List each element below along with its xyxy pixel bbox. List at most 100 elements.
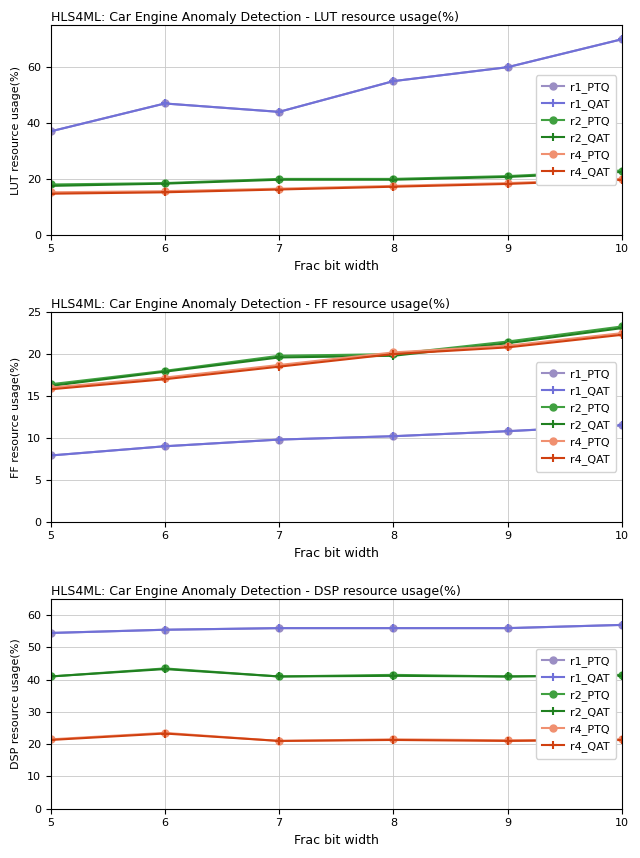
r1_PTQ [161, 99, 168, 109]
r1_QAT [618, 34, 626, 45]
r1_QAT [618, 420, 626, 431]
r4_QAT [504, 342, 511, 353]
r1_QAT [504, 426, 511, 437]
r4_QAT [47, 189, 54, 199]
r1_PTQ [390, 623, 397, 633]
r1_QAT [390, 623, 397, 633]
Y-axis label: LUT resource usage(%): LUT resource usage(%) [11, 65, 21, 195]
Legend: r1_PTQ, r1_QAT, r2_PTQ, r2_QAT, r4_PTQ, r4_QAT: r1_PTQ, r1_QAT, r2_PTQ, r2_QAT, r4_PTQ, … [536, 362, 616, 472]
r1_PTQ [618, 34, 626, 45]
Line: r2_PTQ: r2_PTQ [47, 665, 625, 680]
Legend: r1_PTQ, r1_QAT, r2_PTQ, r2_QAT, r4_PTQ, r4_QAT: r1_PTQ, r1_QAT, r2_PTQ, r2_QAT, r4_PTQ, … [536, 650, 616, 758]
r2_PTQ [618, 670, 626, 680]
r1_QAT [161, 625, 168, 635]
r4_PTQ [618, 328, 626, 338]
r2_PTQ [275, 351, 283, 361]
r4_PTQ [390, 181, 397, 191]
r1_QAT [47, 628, 54, 638]
r2_QAT [47, 671, 54, 681]
r1_PTQ [504, 426, 511, 437]
r1_QAT [504, 62, 511, 72]
r2_QAT [161, 664, 168, 674]
X-axis label: Frac bit width: Frac bit width [294, 260, 379, 273]
Line: r1_PTQ: r1_PTQ [47, 36, 625, 135]
r4_PTQ [390, 734, 397, 745]
Line: r2_PTQ: r2_PTQ [47, 323, 625, 388]
r4_PTQ [47, 187, 54, 197]
r4_PTQ [275, 360, 283, 370]
r2_QAT [161, 366, 168, 377]
r2_QAT [618, 670, 626, 680]
r2_QAT [47, 181, 54, 191]
Line: r1_QAT: r1_QAT [46, 35, 626, 136]
r4_QAT [47, 384, 54, 395]
Line: r2_QAT: r2_QAT [46, 324, 626, 390]
r2_QAT [390, 174, 397, 184]
r4_PTQ [275, 184, 283, 194]
r4_QAT [504, 736, 511, 746]
Line: r4_QAT: r4_QAT [46, 176, 626, 198]
r1_QAT [618, 619, 626, 630]
r2_PTQ [47, 379, 54, 390]
r1_QAT [275, 434, 283, 444]
r2_PTQ [390, 670, 397, 680]
r2_QAT [504, 172, 511, 182]
r4_QAT [618, 174, 626, 184]
r2_PTQ [504, 671, 511, 681]
Line: r1_PTQ: r1_PTQ [47, 621, 625, 637]
r1_PTQ [390, 76, 397, 87]
r4_QAT [161, 728, 168, 739]
r1_PTQ [390, 431, 397, 441]
r4_QAT [275, 361, 283, 372]
X-axis label: Frac bit width: Frac bit width [294, 547, 379, 560]
r1_QAT [390, 76, 397, 87]
r2_PTQ [390, 174, 397, 184]
Line: r4_QAT: r4_QAT [46, 729, 626, 745]
r2_PTQ [47, 179, 54, 190]
r2_QAT [47, 381, 54, 391]
r2_PTQ [275, 174, 283, 184]
Text: HLS4ML: Car Engine Anomaly Detection - FF resource usage(%): HLS4ML: Car Engine Anomaly Detection - F… [51, 298, 449, 311]
r2_PTQ [618, 166, 626, 176]
r2_QAT [275, 671, 283, 681]
r1_QAT [504, 623, 511, 633]
r4_QAT [390, 349, 397, 360]
r1_PTQ [504, 62, 511, 72]
r4_QAT [161, 187, 168, 197]
Line: r4_QAT: r4_QAT [46, 330, 626, 394]
r4_QAT [618, 329, 626, 340]
r2_QAT [275, 174, 283, 184]
r4_PTQ [618, 174, 626, 184]
Line: r2_QAT: r2_QAT [46, 665, 626, 680]
r2_QAT [618, 166, 626, 177]
r1_QAT [390, 431, 397, 441]
r1_QAT [47, 450, 54, 461]
r1_PTQ [275, 434, 283, 444]
r4_QAT [618, 734, 626, 745]
r4_PTQ [504, 178, 511, 188]
Line: r1_QAT: r1_QAT [46, 620, 626, 637]
Text: HLS4ML: Car Engine Anomaly Detection - LUT resource usage(%): HLS4ML: Car Engine Anomaly Detection - L… [51, 11, 458, 24]
r1_PTQ [618, 420, 626, 431]
Line: r1_PTQ: r1_PTQ [47, 422, 625, 459]
r1_QAT [161, 441, 168, 451]
r2_QAT [504, 671, 511, 681]
r2_PTQ [161, 178, 168, 188]
r4_PTQ [618, 734, 626, 745]
r2_PTQ [504, 336, 511, 347]
r1_PTQ [47, 628, 54, 638]
Line: r2_QAT: r2_QAT [46, 168, 626, 190]
Line: r4_PTQ: r4_PTQ [47, 175, 625, 196]
r4_QAT [504, 178, 511, 189]
r4_PTQ [161, 186, 168, 196]
r2_QAT [504, 338, 511, 348]
Line: r1_QAT: r1_QAT [46, 421, 626, 460]
r1_PTQ [161, 441, 168, 451]
r2_PTQ [618, 321, 626, 331]
r2_PTQ [390, 349, 397, 360]
r4_PTQ [390, 347, 397, 358]
Y-axis label: DSP resource usage(%): DSP resource usage(%) [11, 638, 21, 770]
r1_PTQ [161, 625, 168, 635]
r2_PTQ [47, 671, 54, 681]
Legend: r1_PTQ, r1_QAT, r2_PTQ, r2_QAT, r4_PTQ, r4_QAT: r1_PTQ, r1_QAT, r2_PTQ, r2_QAT, r4_PTQ, … [536, 76, 616, 184]
